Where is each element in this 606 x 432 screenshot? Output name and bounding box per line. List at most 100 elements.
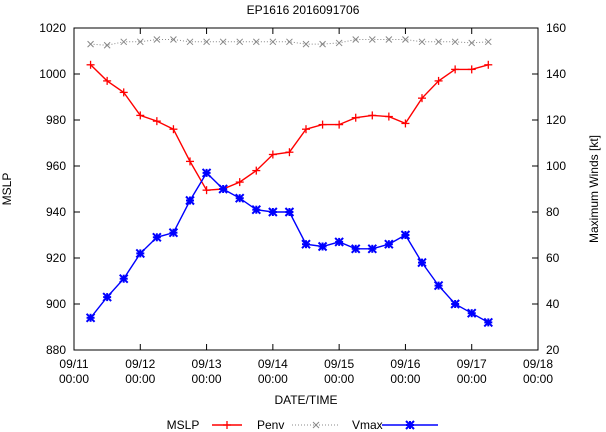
series-vmax-point [186,38,194,46]
y-axis-label-left: MSLP [0,173,14,206]
series-penv-point [351,113,360,122]
series-vmax-point [335,39,343,47]
series-line-2-point [467,308,477,318]
y-left-tick-label: 920 [46,251,66,265]
series-line-2-point [251,204,261,215]
series-vmax-point [451,38,459,46]
y-right-tick-label: 20 [546,343,560,357]
series-vmax-point [103,41,111,49]
series-vmax-point [418,38,426,46]
y-left-tick-label: 900 [46,297,66,311]
series-vmax-point [252,38,260,46]
y-left-tick-label: 940 [46,205,66,219]
legend-title: MSLP [167,418,200,432]
x-tick-date-label: 09/17 [457,357,487,371]
y-right-tick-label: 120 [546,113,566,127]
series-penv-point [268,150,277,159]
series-line-2-point [235,193,245,203]
series-penv-point [235,178,244,187]
y-right-tick-label: 160 [546,21,566,35]
x-tick-date-label: 09/16 [390,357,420,371]
series-penv-point [418,94,426,103]
series-line-2 [85,168,493,328]
x-tick-time-label: 00:00 [258,372,288,386]
series-penv-point [202,186,211,195]
series-line-2-point [268,207,278,217]
series-line-2-point [417,257,427,268]
series-vmax-point [302,40,310,48]
series-vmax-point [468,39,476,47]
series-vmax-point [352,36,360,43]
chart-title: EP1616 2016091706 [247,3,360,17]
series-vmax-point [136,38,144,46]
series-line-2-point [185,195,195,206]
series-penv-point [285,148,294,157]
y-axis-label-right: Maximum Winds [kt] [587,135,601,243]
series-line-2-point [433,280,444,291]
x-tick-date-label: 09/18 [523,357,553,371]
series-line-2-point [218,184,228,194]
legend-marker-1 [312,421,320,429]
series-penv-point [86,60,95,69]
series-line-2-point [168,227,179,238]
series-line-2-point [201,168,212,178]
series-penv-point [384,112,393,121]
series-vmax-point [484,38,492,46]
series-line-2-point [102,292,112,302]
x-tick-time-label: 00:00 [125,372,155,386]
series-line-2-point [367,244,377,254]
y-right-tick-label: 100 [546,159,566,173]
series-penv-point [252,166,261,175]
series-line-2-point [135,248,145,259]
series-penv-point [103,76,112,85]
series-vmax-point [153,36,161,43]
x-tick-time-label: 00:00 [59,372,89,386]
legend-marker-0 [223,421,231,429]
series-penv-point [451,65,460,74]
series-vmax-point [286,38,293,46]
series-penv-point [119,88,128,97]
y-left-tick-label: 980 [46,113,66,127]
series-line-2-point [450,299,460,309]
plot-border [73,27,539,351]
x-tick-date-label: 09/12 [125,357,155,371]
series-vmax [87,36,492,49]
series-penv-point [136,111,145,120]
y-left-tick-label: 880 [46,343,66,357]
series-penv-point [484,60,493,69]
series-vmax-point [170,36,177,43]
series-vmax-point [435,38,442,46]
y-right-tick-label: 60 [546,251,560,265]
plot-frame [73,27,539,351]
legend-label-1: Vmax [352,418,383,432]
series-line-2-point [400,230,411,240]
y-right-tick-label: 140 [546,67,566,81]
y-right-tick-label: 80 [546,205,560,219]
series-line-2-point [317,241,328,252]
series-line-2-point [85,313,96,323]
x-tick-time-label: 00:00 [457,372,487,386]
series-line-2-point [483,317,493,328]
series-line-2-point [301,239,311,249]
legend-label-0: Penv [257,418,284,432]
series-vmax-point [120,38,128,46]
x-axis-label: DATE/TIME [274,393,337,407]
series-penv-point [401,119,410,128]
axis-ticks: 880 900 920 940 960 980 1000 1020 20 40 60 80 100 120… [39,21,566,386]
x-tick-date-label: 09/14 [258,357,288,371]
series-vmax-point [269,38,277,46]
series-line-2-point [351,244,361,254]
series-penv [86,60,493,195]
series-line-2-point [119,273,129,284]
series-penv-point [434,76,443,85]
legend: MSLP Penv Vmax [167,418,438,432]
y-left-tick-label: 1000 [39,67,66,81]
series-penv-point [302,125,310,134]
x-tick-time-label: 00:00 [192,372,222,386]
series-vmax-point [87,40,94,48]
legend-marker-2 [405,420,415,430]
series-vmax-point [319,40,326,48]
x-tick-date-label: 09/13 [192,357,222,371]
series-layer [85,36,493,328]
